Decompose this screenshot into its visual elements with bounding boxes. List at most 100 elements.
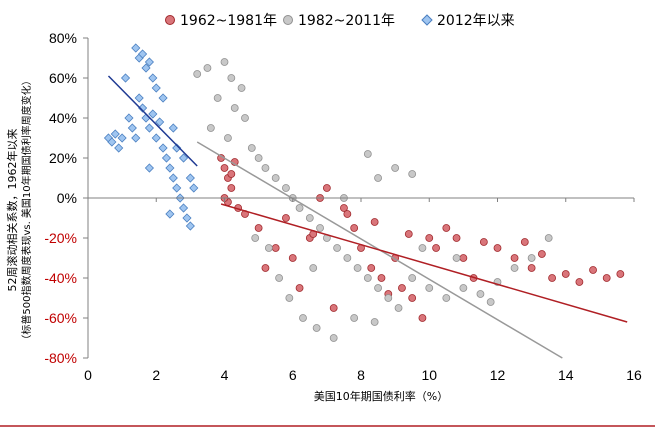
data-point (241, 114, 249, 122)
data-point (247, 144, 256, 152)
y-tick-label: -40% (44, 270, 77, 286)
data-point (616, 270, 625, 278)
data-point (230, 104, 239, 112)
data-point (114, 143, 124, 153)
data-point (237, 84, 246, 92)
data-point (117, 133, 127, 143)
data-point (452, 254, 461, 262)
data-point (408, 170, 417, 178)
y-tick-label: -80% (44, 350, 77, 366)
data-point (510, 264, 519, 272)
data-point (520, 238, 529, 246)
data-point (425, 234, 434, 242)
x-tick-label: 16 (626, 367, 642, 383)
y-axis-title-line-2: （标普500指数周度表现vs. 美国10年期国债利率周度变化） (20, 75, 33, 344)
data-point (203, 64, 212, 72)
data-point (343, 254, 352, 262)
data-point (377, 274, 386, 282)
data-point (178, 203, 189, 213)
data-point (442, 294, 451, 302)
x-tick-label: 4 (221, 367, 229, 383)
y-tick-label: 0% (57, 190, 77, 206)
data-point (155, 117, 165, 127)
data-point (425, 284, 434, 292)
data-point (305, 214, 314, 222)
data-point (295, 204, 304, 212)
y-tick-labels: 80% 60% 40% 20% 0% -20% -40% -60% -80% (44, 30, 88, 366)
data-point (120, 73, 131, 83)
data-point (442, 224, 451, 232)
data-point (254, 154, 263, 162)
data-point (251, 234, 260, 242)
x-tick-label: 12 (490, 367, 506, 383)
x-tick-label: 10 (421, 367, 437, 383)
data-point (312, 324, 321, 332)
data-point (148, 109, 158, 119)
y-tick-label: 40% (49, 110, 77, 126)
data-point (264, 244, 273, 252)
data-point (110, 129, 120, 139)
x-tick-label: 6 (289, 367, 297, 383)
y-axis-title: 52周滚动相关系数，1962年以来 （标普500指数周度表现vs. 美国10年期… (5, 75, 33, 344)
data-point (172, 183, 182, 193)
data-point (288, 254, 297, 262)
data-point (261, 164, 270, 172)
data-point (131, 43, 141, 53)
y-tick-label: 80% (49, 30, 77, 46)
data-point (527, 254, 536, 262)
data-point (271, 244, 280, 252)
y-axis-title-line-1: 52周滚动相关系数，1962年以来 (5, 129, 19, 292)
data-point (343, 210, 352, 218)
data-point (282, 184, 290, 192)
data-point (227, 74, 236, 82)
data-point (486, 298, 495, 306)
data-point (144, 57, 154, 67)
data-point (527, 264, 536, 272)
data-point (329, 334, 338, 342)
data-point (353, 264, 362, 272)
data-point (394, 304, 403, 312)
data-point (138, 103, 148, 113)
trend-line (220, 203, 628, 323)
data-point (329, 304, 338, 312)
data-point (227, 184, 236, 192)
y-tick-label: 60% (49, 70, 77, 86)
trend-lines (107, 75, 628, 359)
data-point (227, 170, 236, 178)
chart-legend: 1962~1981年 1982~2011年 2012年以来 (165, 13, 515, 29)
data-point (459, 254, 468, 262)
data-point (285, 294, 294, 302)
data-point (391, 164, 400, 172)
data-point (107, 137, 117, 147)
data-point (158, 93, 168, 103)
y-tick-label: 20% (49, 150, 77, 166)
data-point (340, 204, 348, 212)
data-point (168, 123, 178, 133)
data-point (333, 244, 342, 252)
data-point (418, 244, 427, 252)
data-point (404, 230, 413, 238)
data-point (168, 173, 178, 183)
data-point (537, 250, 546, 258)
data-point (350, 314, 359, 322)
x-tick-labels: 0 2 4 6 8 10 12 14 16 (84, 198, 642, 383)
legend-label: 1962~1981年 (180, 13, 277, 29)
legend-marker (283, 15, 293, 25)
data-point (548, 274, 556, 282)
legend-label: 2012年以来 (437, 13, 515, 29)
x-tick-label: 2 (152, 367, 160, 383)
plot-area: 0 2 4 6 8 10 12 14 16 80% 60% 40% 20% 0% -20% -40% -60%… (44, 30, 642, 383)
data-point (141, 113, 151, 123)
data-point (295, 284, 304, 292)
data-point (127, 123, 137, 133)
data-point (370, 218, 379, 226)
data-point (185, 173, 195, 183)
scatter-points (103, 43, 625, 342)
data-point (220, 58, 229, 66)
data-point (363, 150, 372, 158)
data-point (561, 270, 570, 278)
data-point (261, 264, 270, 272)
legend-marker (165, 15, 175, 25)
data-point (282, 214, 290, 222)
